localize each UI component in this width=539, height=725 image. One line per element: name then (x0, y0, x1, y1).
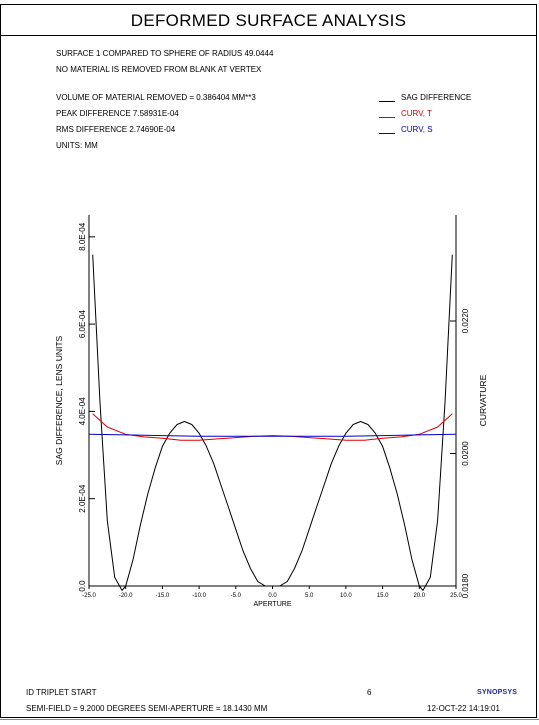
semi-field-text: SEMI-FIELD = 9.2000 DEGREES SEMI-APERTUR… (26, 704, 268, 713)
x-tick-label: 25.0 (450, 593, 462, 599)
report-frame: DEFORMED SURFACE ANALYSIS SURFACE 1 COMP… (0, 4, 537, 718)
synopsys-logo: SYNOPSYS (477, 689, 518, 696)
x-tick-label: 5.0 (305, 593, 314, 599)
curv-t-series (92, 413, 453, 441)
date-time-text: 12-OCT-22 14:19:01 (427, 704, 500, 713)
units-text: UNITS: MM (56, 141, 98, 150)
y2-tick-label: 0.0220 (461, 308, 470, 333)
rms-difference-text: RMS DIFFERENCE 2.74690E-04 (56, 125, 176, 134)
sag-difference-chart: -25.0 -20.0 -15.0 -10.0 -5.0 0.0 5.0 10.0 15.0 20… (54, 215, 488, 608)
y-tick-label: 0.0 (78, 580, 87, 592)
y-tick-label: 4.0E-04 (78, 397, 87, 426)
legend-swatch-curv-s (379, 133, 395, 134)
x-tick-label: 0.0 (268, 593, 277, 599)
x-tick-label: -25.0 (82, 593, 96, 599)
page-number: 6 (367, 688, 372, 697)
x-tick-label: 20.0 (413, 593, 425, 599)
y2-tick-label: 0.0180 (461, 573, 470, 598)
y-tick-label: 2.0E-04 (78, 484, 87, 513)
x-tick-label: -20.0 (119, 593, 133, 599)
y2-axis-title: CURVATURE (478, 374, 488, 426)
legend-label-curv-s: CURV, S (401, 125, 433, 134)
x-tick-label: 10.0 (340, 593, 352, 599)
material-note-text: NO MATERIAL IS REMOVED FROM BLANK AT VER… (56, 65, 262, 74)
y2-tick-label: 0.0200 (461, 441, 470, 466)
legend-swatch-curv-t (379, 117, 395, 118)
x-tick-label: -10.0 (192, 593, 206, 599)
x-tick-label: -15.0 (156, 593, 170, 599)
y-axis-title: SAG DIFFERENCE, LENS UNITS (54, 335, 64, 465)
x-tick-label: -5.0 (231, 593, 242, 599)
legend-label-curv-t: CURV, T (401, 109, 432, 118)
sag-difference-series (92, 254, 453, 591)
volume-removed-text: VOLUME OF MATERIAL REMOVED = 0.386404 MM… (56, 93, 256, 102)
x-axis-title: APERTURE (254, 601, 292, 608)
peak-difference-text: PEAK DIFFERENCE 7.58931E-04 (56, 109, 179, 118)
legend-label-sag: SAG DIFFERENCE (401, 93, 472, 102)
x-tick-label: 15.0 (377, 593, 389, 599)
legend-swatch-sag (379, 101, 395, 102)
lens-name-text: ID TRIPLET START (26, 688, 97, 697)
page-title: DEFORMED SURFACE ANALYSIS (1, 5, 536, 36)
surface-comparison-text: SURFACE 1 COMPARED TO SPHERE OF RADIUS 4… (56, 49, 274, 58)
y-tick-label: 6.0E-04 (78, 310, 87, 339)
y-tick-label: 8.0E-04 (78, 222, 87, 251)
page-bottom-edge (0, 719, 539, 720)
curv-s-series (88, 433, 457, 437)
